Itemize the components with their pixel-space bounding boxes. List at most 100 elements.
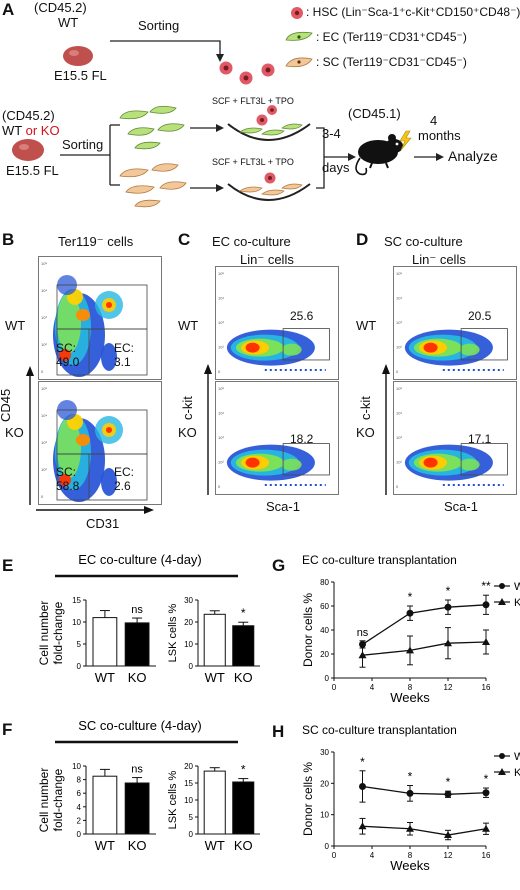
panel-b-xlabel: CD31: [86, 516, 120, 531]
panel-d-row-ko: KO: [356, 425, 375, 440]
G-point-wt: [406, 609, 414, 617]
svg-text:10⁵: 10⁵: [396, 271, 402, 276]
G-y-tick-label: 60: [320, 602, 329, 611]
svg-text:10²: 10²: [396, 345, 402, 350]
G-point-wt: [482, 601, 490, 609]
F2-y-tick-label: 20: [184, 762, 193, 771]
G-x-tick-label: 16: [482, 683, 491, 692]
E2-bar-ko: [232, 625, 255, 667]
b-ko-sc-label: SC:: [56, 465, 77, 479]
H-y-tick-label: 10: [320, 811, 329, 820]
bottom-genotype-label: WT or KO: [2, 123, 60, 138]
top-sorting-label: Sorting: [138, 18, 180, 33]
E1-y-label: fold-change: [51, 601, 65, 664]
flow-axes-overlay: [26, 364, 390, 514]
svg-text:10³: 10³: [396, 435, 402, 440]
H-line-wt: [362, 785, 487, 795]
H-significance: *: [446, 775, 451, 789]
co-culture-dish-sc: [227, 172, 311, 201]
E2-category-label: KO: [234, 670, 253, 685]
recipient-mouse-icon: [355, 134, 403, 176]
svg-text:10⁴: 10⁴: [396, 296, 402, 301]
svg-text:0: 0: [396, 484, 399, 489]
svg-text:10⁵: 10⁵: [218, 386, 224, 391]
E2-y-tick-label: 10: [184, 640, 193, 649]
F1-y-tick-label: 8: [77, 776, 82, 785]
flow-plot-d-wt: 10⁵ 10⁴ 10³ 10² 0: [393, 266, 517, 380]
svg-text:10⁴: 10⁴: [396, 411, 402, 416]
sc-cells-group: [119, 163, 187, 208]
fetal-liver-icon-bottom: [12, 139, 44, 161]
H-x-tick-label: 12: [444, 851, 453, 860]
sorted-hsc-cells: [219, 61, 275, 85]
svg-text:0: 0: [41, 494, 44, 499]
panel-label-d: D: [356, 230, 369, 249]
G-point-ko: [482, 638, 490, 645]
top-source-label: E15.5 FL: [54, 68, 107, 83]
G-point-ko: [358, 651, 367, 659]
H-y-tick-label: 20: [320, 779, 329, 788]
F1-bar-wt: [92, 775, 118, 835]
svg-text:0: 0: [41, 369, 44, 374]
flow-plot-c-wt: 10⁵ 10⁴ 10³ 10² 0: [215, 266, 339, 380]
panel-d-row-wt: WT: [356, 318, 377, 333]
svg-text:0: 0: [396, 369, 399, 374]
c-wt-gate-value: 25.6: [290, 309, 314, 323]
panel-c-title: EC co-culture: [212, 234, 291, 249]
H-significance: *: [408, 770, 413, 784]
d-ko-gate-value: 17.1: [468, 432, 492, 446]
G-line-ko: [362, 641, 487, 656]
F1-y-tick-label: 10: [72, 762, 81, 771]
panel-label-f: F: [2, 720, 13, 739]
F2-y-tick-label: 10: [184, 796, 193, 805]
F1-y-tick-label: 2: [77, 816, 82, 825]
culture-days-label: 3-4: [322, 126, 341, 141]
svg-text:10³: 10³: [41, 440, 47, 445]
E1-y-label: Cell number: [37, 601, 51, 666]
svg-text:10²: 10²: [218, 460, 224, 465]
G-title: EC co-culture transplantation: [302, 553, 457, 567]
G-significance: **: [481, 579, 491, 593]
cytokines-label-sc: SCF + FLT3L + TPO: [212, 157, 294, 167]
G-significance: *: [408, 590, 413, 604]
H-y-tick-label: 0: [325, 842, 330, 851]
E1-bar-wt: [92, 617, 118, 667]
F1-y-tick-label: 6: [77, 789, 82, 798]
F2-category-label: WT: [205, 838, 225, 853]
H-line-ko: [362, 825, 487, 836]
panel-d-ylabel: c-kit: [358, 396, 373, 420]
svg-text:10³: 10³: [396, 320, 402, 325]
duration-unit: months: [418, 128, 461, 143]
svg-text:10²: 10²: [41, 342, 47, 347]
panel-b-ylabel: CD45: [0, 388, 13, 422]
flow-plot-d-ko: 10⁵ 10⁴ 10³ 10² 0: [393, 381, 517, 495]
c-ko-gate-value: 18.2: [290, 432, 314, 446]
panel-label-h: H: [272, 722, 285, 741]
panel-c-row-ko: KO: [178, 425, 197, 440]
F1-y-tick-label: 0: [77, 830, 82, 839]
G-legend-label-wt: WT: [514, 581, 520, 593]
G-y-label: Donor cells %: [301, 593, 315, 667]
H-point-ko: [444, 831, 452, 839]
E1-bar-ko: [124, 622, 150, 667]
G-point-wt: [444, 603, 452, 611]
culture-days-unit: days: [322, 160, 350, 175]
G-y-tick-label: 0: [325, 674, 330, 683]
E2-y-label: LSK cells %: [167, 603, 179, 662]
F2-bar-ko: [232, 781, 255, 835]
co-culture-dish-ec: [227, 105, 311, 141]
G-y-tick-label: 40: [320, 626, 329, 635]
E2-bar-wt: [203, 613, 226, 667]
svg-text:10³: 10³: [41, 315, 47, 320]
H-point-ko: [406, 824, 414, 832]
svg-text:10³: 10³: [218, 320, 224, 325]
E1-y-tick-label: 0: [77, 662, 82, 671]
panel-b-row-ko: KO: [5, 425, 24, 440]
b-wt-ec-value: 3.1: [114, 355, 131, 369]
b-wt-sc-label: SC:: [56, 341, 77, 355]
G-x-tick-label: 12: [444, 683, 453, 692]
ec-cells-group: [119, 105, 185, 150]
b-wt-sc-value: 49.0: [56, 355, 80, 369]
E2-significance: *: [241, 606, 246, 620]
E1-y-tick-label: 5: [77, 640, 82, 649]
